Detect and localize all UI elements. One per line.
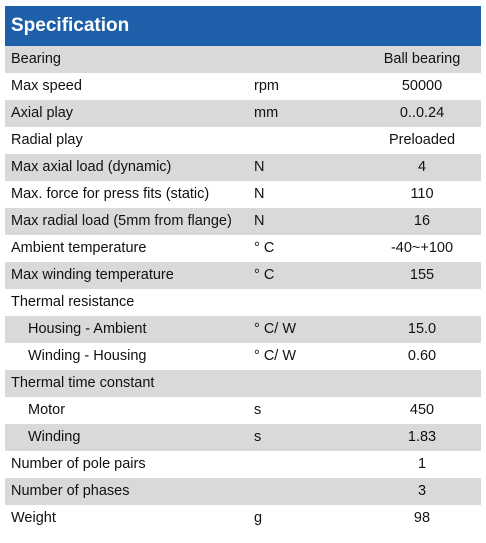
param-name: Winding <box>28 429 81 445</box>
param-unit: g <box>254 510 263 526</box>
param-name: Max. force for press fits (static) <box>11 186 210 202</box>
param-name: Ambient temperature <box>11 240 147 256</box>
param-value: -40~+100 <box>390 240 454 256</box>
table-row: Max. force for press fits (static) N 110 <box>5 181 481 208</box>
param-value: 0.60 <box>407 348 437 364</box>
param-value: Ball bearing <box>383 51 461 67</box>
param-value: 450 <box>409 402 435 418</box>
table-row: Motor s 450 <box>5 397 481 424</box>
table-row: Number of phases 3 <box>5 478 481 505</box>
param-unit: s <box>254 429 262 445</box>
param-name: Number of phases <box>11 483 130 499</box>
table-row: Winding s 1.83 <box>5 424 481 451</box>
param-name: Bearing <box>11 51 61 67</box>
param-unit: ° C <box>254 267 275 283</box>
param-unit: s <box>254 402 262 418</box>
param-value: 110 <box>410 186 434 202</box>
table-row: Axial play mm 0..0.24 <box>5 100 481 127</box>
param-name: Winding - Housing <box>28 348 147 364</box>
table-body: Bearing Ball bearing Max speed rpm 50000 Ax… <box>5 46 481 532</box>
param-value: 3 <box>417 483 427 499</box>
param-unit: ° C/ W <box>254 321 297 337</box>
param-value: 15.0 <box>407 321 437 337</box>
param-name: Thermal time constant <box>11 375 155 391</box>
table-row: Radial play Preloaded <box>5 127 481 154</box>
param-name: Axial play <box>11 105 74 121</box>
table-row: Number of pole pairs 1 <box>5 451 481 478</box>
param-unit: N <box>254 159 265 175</box>
param-name: Housing - Ambient <box>28 321 147 337</box>
param-name: Weight <box>11 510 56 526</box>
param-value: 0..0.24 <box>399 105 445 121</box>
table-row: Ambient temperature ° C -40~+100 <box>5 235 481 262</box>
param-name: Number of pole pairs <box>11 456 146 472</box>
param-unit: ° C <box>254 240 275 256</box>
param-value: 1 <box>417 456 427 472</box>
table-row: Max axial load (dynamic) N 4 <box>5 154 481 181</box>
table-row: Max winding temperature ° C 155 <box>5 262 481 289</box>
param-name: Max radial load (5mm from flange) <box>11 213 232 229</box>
param-name: Radial play <box>11 132 83 148</box>
table-row: Max radial load (5mm from flange) N 16 <box>5 208 481 235</box>
specification-table: Specification Bearing Ball bearing Max sp… <box>5 6 481 537</box>
param-value: 155 <box>409 267 435 283</box>
param-name: Thermal resistance <box>11 294 135 310</box>
table-row: Winding - Housing ° C/ W 0.60 <box>5 343 481 370</box>
param-unit: N <box>254 186 265 202</box>
param-unit: ° C/ W <box>254 348 297 364</box>
param-value: 98 <box>413 510 431 526</box>
param-value: 50000 <box>401 78 443 94</box>
param-name: Max speed <box>11 78 82 94</box>
param-unit: rpm <box>254 78 279 94</box>
table-row: Thermal resistance <box>5 289 481 316</box>
table-row: Thermal time constant <box>5 370 481 397</box>
param-value: Preloaded <box>388 132 456 148</box>
param-name: Max axial load (dynamic) <box>11 159 172 175</box>
param-unit: N <box>254 213 265 229</box>
param-unit: mm <box>254 105 279 121</box>
table-row: Max speed rpm 50000 <box>5 73 481 100</box>
param-name: Max winding temperature <box>11 267 174 283</box>
param-value: 4 <box>417 159 427 175</box>
table-row: Housing - Ambient ° C/ W 15.0 <box>5 316 481 343</box>
table-title: Specification <box>5 6 481 46</box>
param-name: Motor <box>28 402 66 418</box>
param-value: 1.83 <box>407 429 437 445</box>
param-value: 16 <box>413 213 431 229</box>
table-row: Weight g 98 <box>5 505 481 532</box>
table-row: Bearing Ball bearing <box>5 46 481 73</box>
